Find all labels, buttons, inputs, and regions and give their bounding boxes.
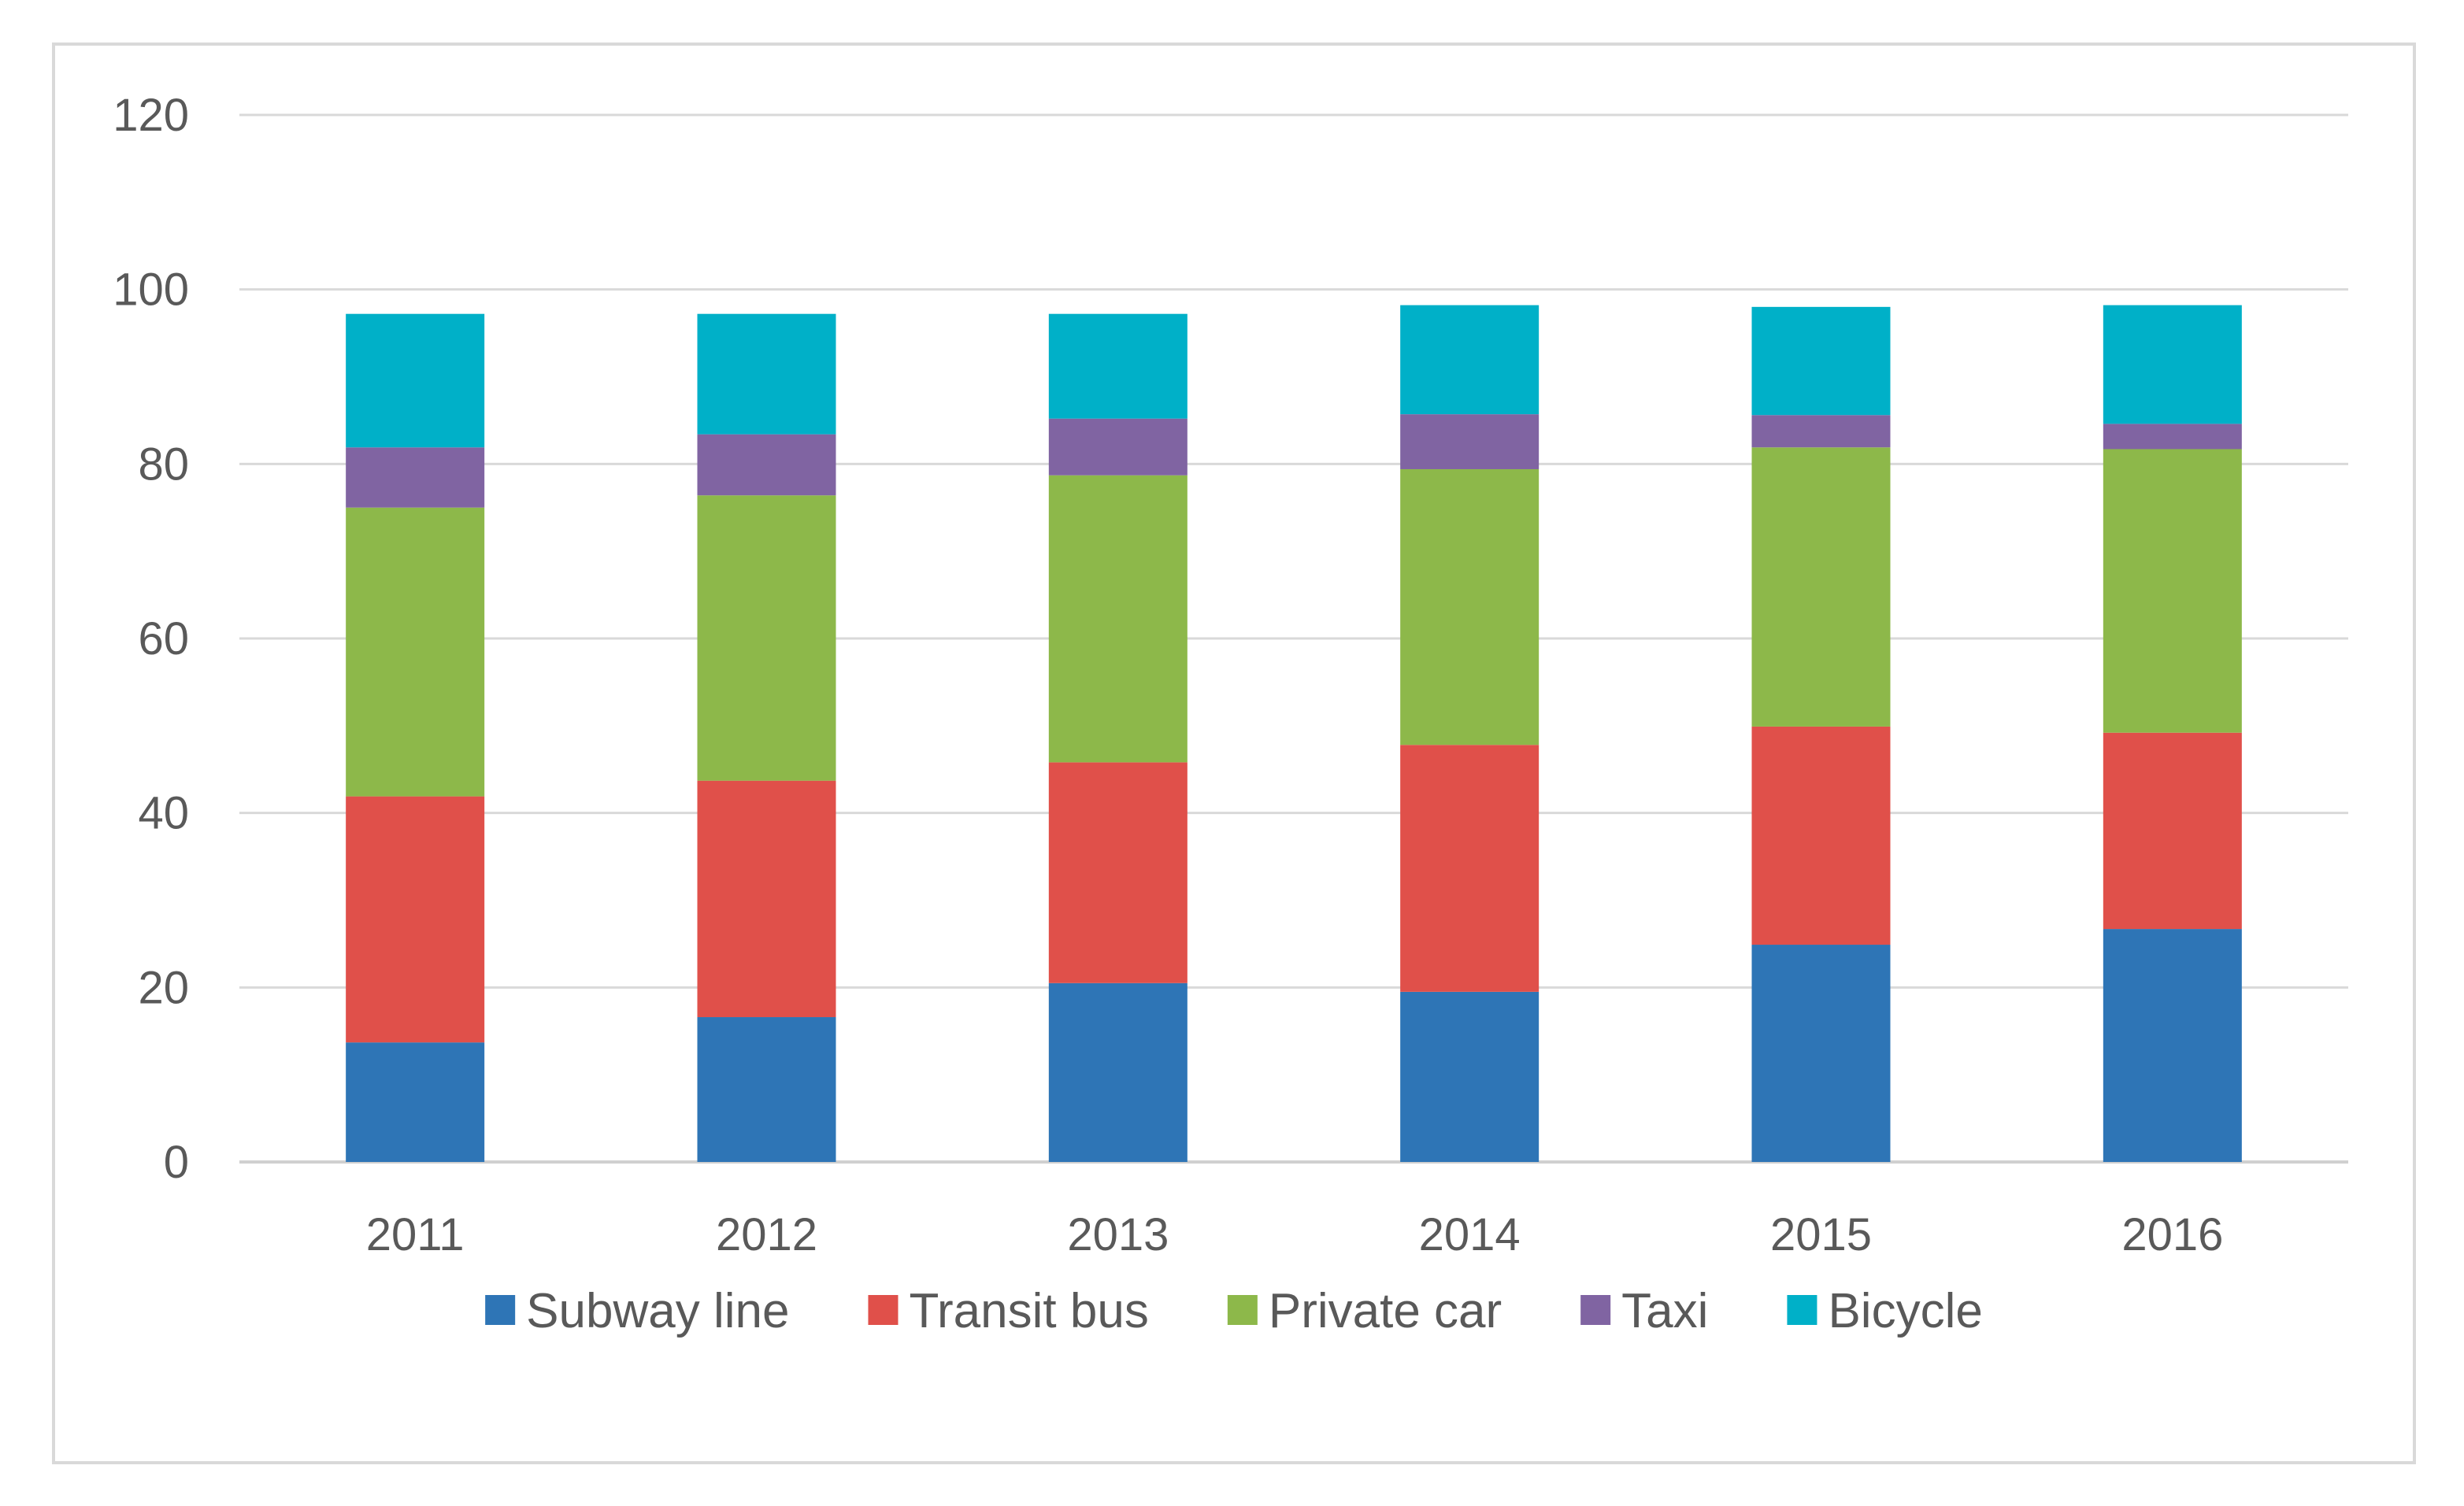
legend-item-subway-line: Subway line	[485, 1284, 789, 1338]
bar-bicycle-2015	[1751, 306, 1891, 416]
gridlines	[239, 113, 2348, 1164]
bar-taxi-2011	[346, 447, 485, 508]
x-tick-label: 2013	[1067, 1209, 1169, 1260]
bar-bicycle-2016	[2103, 305, 2242, 424]
bar-transit-bus-2013	[1048, 762, 1188, 983]
legend-label: Subway line	[526, 1284, 789, 1338]
legend-label: Private car	[1269, 1284, 1502, 1338]
bar-private-car-2016	[2103, 449, 2242, 733]
legend-item-private-car: Private car	[1227, 1284, 1502, 1338]
bar-private-car-2011	[346, 507, 485, 797]
legend-label: Transit bus	[909, 1284, 1148, 1338]
legend-item-bicycle: Bicycle	[1787, 1284, 1983, 1338]
y-tick-label: 40	[138, 788, 189, 839]
legend-swatch	[1787, 1295, 1817, 1325]
bar-transit-bus-2014	[1400, 745, 1540, 992]
bars	[346, 305, 2242, 1162]
bar-bicycle-2011	[346, 313, 485, 448]
x-axis-ticks: 2011 2012 2013 2014 2015 2016	[366, 1209, 2224, 1260]
bar-transit-bus-2011	[346, 796, 485, 1043]
legend-swatch	[1227, 1295, 1258, 1325]
bar-taxi-2015	[1751, 415, 1891, 448]
x-tick-label: 2014	[1419, 1209, 1521, 1260]
x-tick-label: 2012	[716, 1209, 817, 1260]
bar-subway-line-2012	[697, 1017, 836, 1162]
bar-bicycle-2012	[697, 313, 836, 435]
y-tick-label: 120	[113, 90, 189, 141]
legend: Subway line Transit bus Private car Taxi Bic…	[485, 1284, 1983, 1338]
bar-subway-line-2015	[1751, 945, 1891, 1162]
bar-private-car-2013	[1048, 475, 1188, 763]
bar-taxi-2013	[1048, 418, 1188, 475]
bar-private-car-2012	[697, 495, 836, 781]
legend-item-transit-bus: Transit bus	[868, 1284, 1149, 1338]
y-axis-ticks: 0 20 40 60 80 100 120	[113, 90, 189, 1188]
legend-swatch	[868, 1295, 899, 1325]
legend-label: Bicycle	[1828, 1284, 1982, 1338]
chart-frame: 0 20 40 60 80 100 120 2011 2012 2013 2014 2015 2016…	[52, 43, 2416, 1464]
bar-transit-bus-2016	[2103, 732, 2242, 930]
y-tick-label: 80	[138, 438, 189, 490]
x-tick-label: 2016	[2121, 1209, 2223, 1260]
x-tick-label: 2015	[1770, 1209, 1872, 1260]
y-tick-label: 0	[164, 1137, 189, 1188]
bar-private-car-2014	[1400, 468, 1540, 746]
y-tick-label: 100	[113, 265, 189, 316]
y-tick-label: 60	[138, 613, 189, 664]
bar-transit-bus-2015	[1751, 726, 1891, 945]
legend-label: Taxi	[1621, 1284, 1708, 1338]
stacked-bar-chart: 0 20 40 60 80 100 120 2011 2012 2013 2014 2015 2016…	[113, 90, 2348, 1338]
bar-private-car-2015	[1751, 447, 1891, 727]
legend-swatch	[1580, 1295, 1611, 1325]
bar-subway-line-2016	[2103, 929, 2242, 1162]
bar-bicycle-2013	[1048, 313, 1188, 419]
bar-bicycle-2014	[1400, 305, 1540, 415]
bar-subway-line-2011	[346, 1042, 485, 1162]
bar-subway-line-2014	[1400, 991, 1540, 1162]
bar-taxi-2014	[1400, 414, 1540, 469]
bar-taxi-2012	[697, 434, 836, 496]
bar-taxi-2016	[2103, 424, 2242, 450]
bar-transit-bus-2012	[697, 780, 836, 1018]
legend-swatch	[485, 1295, 516, 1325]
legend-item-taxi: Taxi	[1580, 1284, 1708, 1338]
bar-subway-line-2013	[1048, 982, 1188, 1162]
y-tick-label: 20	[138, 962, 189, 1013]
x-tick-label: 2011	[366, 1209, 465, 1260]
